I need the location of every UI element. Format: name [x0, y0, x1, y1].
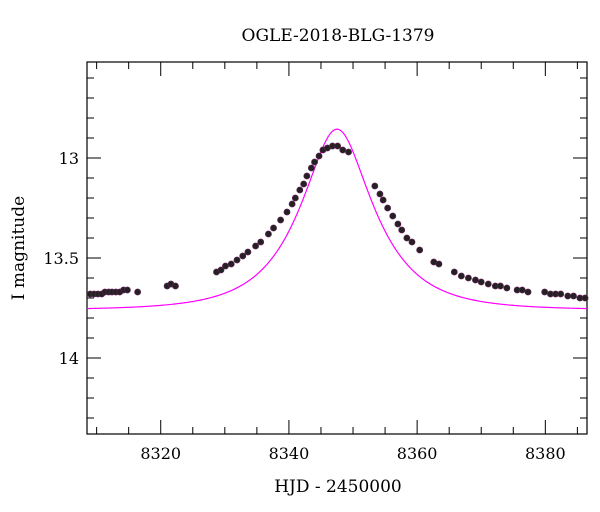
- data-point: [265, 230, 272, 238]
- data-point: [457, 272, 465, 280]
- chart-title: OGLE-2018-BLG-1379: [242, 26, 435, 46]
- plot-area: [86, 61, 588, 435]
- data-point: [465, 274, 472, 282]
- data-point: [257, 238, 265, 246]
- data-point: [123, 286, 131, 294]
- tick-labels: 8320 8340 8360 8380 13 13.5 14: [43, 149, 565, 463]
- data-point: [524, 288, 532, 296]
- data-point: [172, 282, 179, 290]
- y-tick-label: 13: [59, 149, 79, 168]
- data-point: [315, 152, 323, 160]
- data-point: [307, 164, 315, 172]
- data-point: [345, 148, 352, 156]
- data-point: [339, 146, 347, 154]
- data-point: [288, 200, 296, 208]
- data-point: [557, 290, 565, 298]
- data-point: [134, 288, 142, 296]
- data-point: [296, 186, 304, 194]
- data-point: [252, 242, 259, 250]
- data-points: [86, 142, 589, 302]
- data-point: [398, 226, 406, 234]
- data-point: [270, 224, 277, 232]
- x-tick-label: 8360: [397, 444, 438, 463]
- data-point: [570, 292, 577, 300]
- data-point: [497, 282, 504, 290]
- data-point: [379, 196, 387, 204]
- model-layer: [86, 128, 588, 310]
- data-point: [484, 280, 492, 288]
- x-tick-label: 8380: [525, 444, 566, 463]
- data-point: [244, 248, 252, 256]
- y-tick-label: 14: [59, 349, 79, 368]
- y-axis-title: I magnitude: [9, 196, 29, 300]
- x-tick-label: 8340: [269, 444, 310, 463]
- data-point: [303, 172, 311, 180]
- data-point: [384, 204, 392, 212]
- axis-ticks: [87, 62, 587, 434]
- data-point: [376, 190, 384, 198]
- model-curve: [86, 128, 588, 310]
- data-point: [222, 262, 229, 270]
- data-point: [581, 294, 589, 302]
- data-point: [371, 182, 379, 190]
- data-point: [394, 220, 402, 228]
- data-point: [472, 276, 479, 284]
- data-point: [477, 278, 485, 286]
- data-point: [227, 260, 235, 268]
- data-point: [408, 238, 416, 246]
- x-axis-title: HJD - 2450000: [274, 477, 402, 497]
- data-point: [277, 216, 284, 224]
- data-point: [416, 246, 424, 254]
- data-point: [403, 234, 411, 242]
- data-point: [217, 266, 225, 274]
- data-point: [518, 286, 526, 294]
- data-point: [435, 260, 443, 268]
- data-point: [334, 142, 342, 150]
- data-point: [503, 284, 511, 292]
- data-point: [564, 292, 572, 300]
- data-point: [283, 208, 291, 216]
- data-point: [450, 268, 458, 276]
- data-point: [311, 158, 318, 166]
- data-point: [541, 288, 549, 296]
- plot-frame: [86, 61, 588, 435]
- data-point: [233, 256, 241, 264]
- data-point: [239, 252, 247, 260]
- data-point: [300, 180, 308, 188]
- data-point: [389, 212, 397, 220]
- data-point: [291, 194, 299, 202]
- x-tick-label: 8320: [140, 444, 181, 463]
- y-tick-label: 13.5: [43, 249, 79, 268]
